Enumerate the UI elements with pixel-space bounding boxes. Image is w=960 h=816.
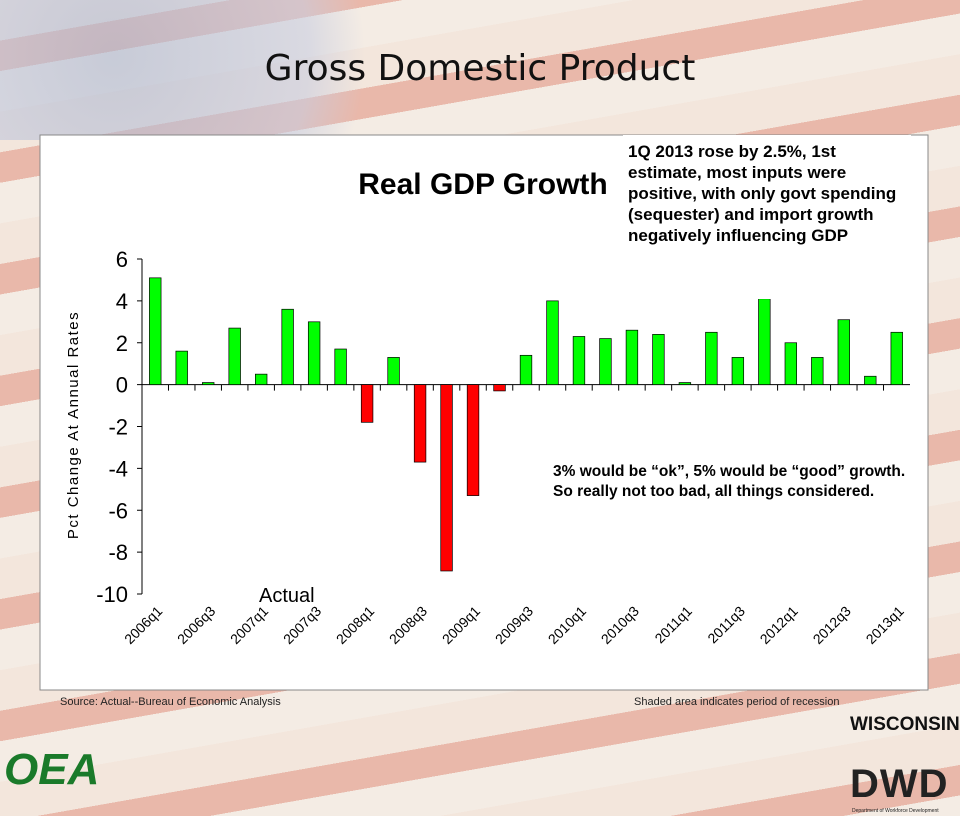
logo-right: DWD — [850, 762, 949, 806]
y-tick-label: 4 — [116, 289, 128, 314]
bar — [493, 384, 506, 392]
bar — [890, 331, 903, 385]
bar — [811, 357, 824, 385]
slide-title: Gross Domestic Product — [264, 48, 696, 89]
source: Source: Actual--Bureau of Economic Analy… — [60, 696, 281, 708]
y-tick-label: -4 — [108, 456, 128, 481]
annotation: 3% would be “ok”, 5% would be “good” gro… — [553, 463, 906, 500]
chart-title: Real GDP Growth — [358, 168, 608, 201]
bar — [758, 298, 771, 385]
bar — [572, 336, 586, 385]
y-tick-label: -10 — [96, 582, 128, 607]
logo-left: OEA — [4, 745, 100, 794]
bar — [546, 300, 559, 385]
y-tick-label: -6 — [108, 498, 128, 523]
y-tick-label: 2 — [116, 331, 128, 356]
y-axis-label: Pct Change At Annual Rates — [65, 311, 82, 539]
bar — [625, 329, 639, 385]
bar — [360, 384, 374, 423]
bar — [387, 357, 400, 385]
bar — [784, 342, 798, 385]
bar — [652, 334, 665, 385]
bar — [254, 373, 268, 385]
flag-canton — [0, 0, 380, 140]
annotation: 1Q 2013 rose by 2.5%, 1st estimate, most… — [623, 135, 911, 299]
y-tick-label: -2 — [108, 415, 128, 440]
bar — [149, 277, 162, 385]
bar — [281, 308, 294, 385]
bar — [228, 327, 241, 385]
bar — [334, 348, 347, 385]
note: Shaded area indicates period of recessio… — [634, 696, 840, 708]
bar — [864, 375, 877, 385]
y-tick-label: 6 — [116, 247, 128, 272]
bar — [599, 338, 612, 385]
bar — [837, 319, 850, 385]
series-label: Actual — [259, 585, 315, 607]
bar — [413, 384, 427, 463]
y-tick-label: 0 — [116, 373, 128, 398]
bar — [678, 382, 692, 385]
bar — [440, 384, 453, 572]
bar — [307, 321, 321, 385]
logo-right-top: WISCONSIN — [850, 714, 960, 735]
logo-right-sub: Department of Workforce Development — [852, 808, 939, 814]
bar — [466, 384, 480, 496]
bar — [175, 350, 188, 385]
bar — [705, 331, 718, 385]
y-tick-label: -8 — [108, 540, 128, 565]
bar — [731, 357, 745, 385]
bar — [519, 354, 533, 385]
bar — [202, 382, 215, 385]
